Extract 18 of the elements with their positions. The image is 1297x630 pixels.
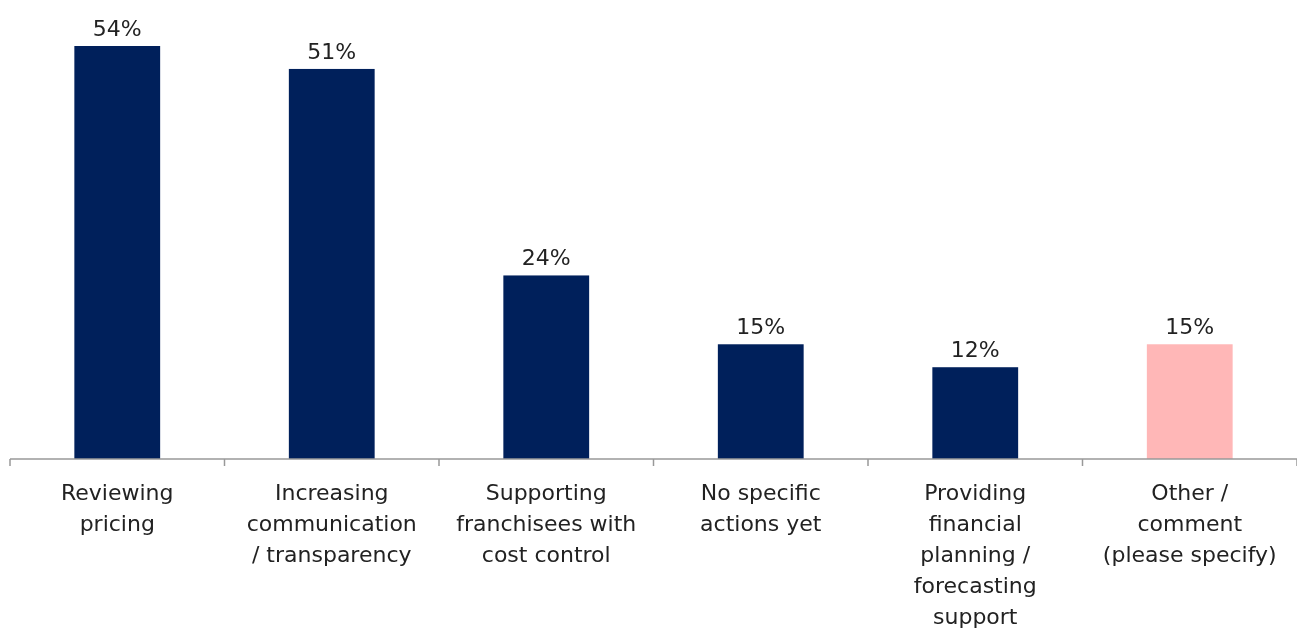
x-tick-label: Increasing communication / transparency [246,480,417,567]
x-tick-label: No specific actions yet [700,480,822,536]
bar [1146,344,1233,459]
bar [74,46,161,459]
x-tick-label: Providing financial planning / forecasting support [913,480,1037,629]
data-label: 54% [92,16,142,41]
data-label: 15% [1165,314,1215,340]
data-label: 15% [736,314,786,340]
data-label: 24% [521,245,571,271]
x-tick-label: Supporting franchisees with cost control [456,480,637,567]
bar [932,367,1019,459]
data-label: 51% [307,38,357,64]
x-tick-label: Reviewing pricing [60,480,174,536]
bar [503,275,590,459]
bar [288,68,375,459]
bar [717,344,804,459]
x-tick-label: Other / comment (please specify) [1102,480,1277,567]
data-label: 12% [950,337,1000,363]
